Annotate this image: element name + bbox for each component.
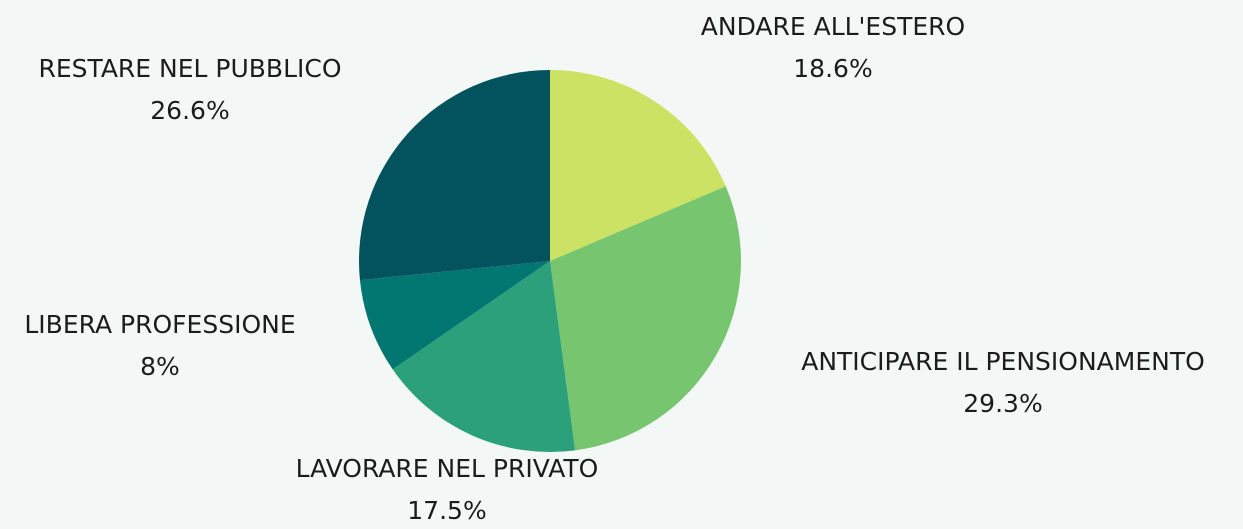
slice-value: 8% [140,352,180,381]
slice-value: 17.5% [407,496,486,525]
slice-label: LAVORARE NEL PRIVATO [296,454,599,483]
slice-label: ANTICIPARE IL PENSIONAMENTO [801,347,1205,376]
pie-slice [359,70,550,281]
slice-value: 18.6% [793,54,872,83]
pie-slice [392,261,576,452]
slice-value: 29.3% [963,389,1042,418]
slice-label: RESTARE NEL PUBBLICO [38,54,341,83]
pie-slice [359,261,550,370]
slice-value: 26.6% [150,96,229,125]
slice-label: LIBERA PROFESSIONE [24,310,295,339]
pie-slice [550,70,726,261]
pie-slice [550,186,741,451]
slice-label: ANDARE ALL'ESTERO [701,12,965,41]
